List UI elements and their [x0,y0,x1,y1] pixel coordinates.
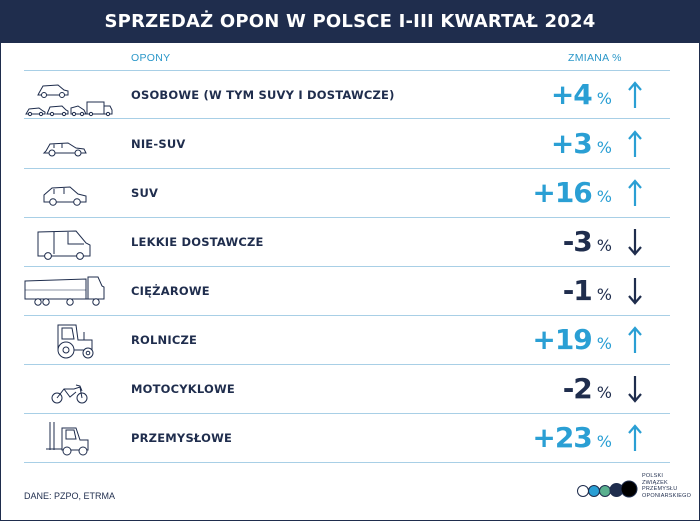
row-label: ROLNICZE [131,333,198,347]
row-label: OSOBOWE (W TYM SUVY I DOSTAWCZE) [131,88,395,102]
row-value: +3% [551,127,612,160]
row-value: -1% [563,274,612,307]
row-label: NIE-SUV [131,137,186,151]
change-value: -1 [562,274,593,307]
motorcycle-icon [51,384,88,404]
table-row: PRZEMYSŁOWE +23% [24,414,670,463]
trend-down-arrow-icon [628,229,642,256]
change-value: +4 [550,78,593,111]
forklift-icon [46,422,89,456]
pzpo-logo-icon [577,480,638,498]
table-row: ROLNICZE +19% [24,316,670,365]
percent-unit: % [596,432,612,451]
row-value: +23% [532,421,612,454]
trend-up-arrow-icon [628,326,642,353]
table-row: NIE-SUV +3% [24,120,670,169]
percent-unit: % [596,89,612,108]
percent-unit: % [596,334,612,353]
trend-up-arrow-icon [628,179,642,206]
row-label: PRZEMYSŁOWE [131,431,233,445]
change-value: -3 [562,225,593,258]
page-title: SPRZEDAŻ OPON W POLSCE I-III KWARTAŁ 202… [0,0,700,43]
change-value: +23 [532,421,592,454]
row-value: +19% [532,323,612,356]
row-value: +16% [532,176,612,209]
car-van-group-icon [25,84,113,117]
change-value: +16 [532,176,592,209]
percent-unit: % [596,285,612,304]
change-value: -2 [562,372,593,405]
suv-car-icon [43,186,87,206]
table-row: SUV +16% [24,169,670,218]
data-source-note: DANE: PZPO, ETRMA [24,491,116,501]
delivery-van-icon [37,230,91,260]
percent-unit: % [596,383,612,402]
change-value: +3 [550,127,593,160]
row-value: -2% [563,372,612,405]
row-label: LEKKIE DOSTAWCZE [131,235,264,249]
table-row: MOTOCYKLOWE -2% [24,365,670,414]
sedan-car-icon [42,142,87,157]
row-label: SUV [131,186,159,200]
trend-down-arrow-icon [628,376,642,403]
table-row: LEKKIE DOSTAWCZE -3% [24,218,670,267]
table-row: OSOBOWE (W TYM SUVY I DOSTAWCZE) +4% [24,70,670,119]
trend-up-arrow-icon [628,81,642,108]
column-header-tyres: OPONY [131,52,171,64]
column-header-change: ZMIANA % [568,52,622,64]
change-value: +19 [532,323,592,356]
row-value: +4% [551,78,612,111]
dump-truck-icon [24,276,105,306]
row-label: MOTOCYKLOWE [131,382,235,396]
row-value: -3% [563,225,612,258]
tractor-icon [57,324,94,359]
logo-wordmark: POLSKI ZWIĄZEK PRZEMYSŁU OPONIARSKIEGO [642,473,692,499]
percent-unit: % [596,236,612,255]
percent-unit: % [596,138,612,157]
trend-down-arrow-icon [628,278,642,305]
percent-unit: % [596,187,612,206]
trend-up-arrow-icon [628,424,642,451]
row-label: CIĘŻAROWE [131,284,210,298]
trend-up-arrow-icon [628,130,642,157]
table-row: CIĘŻAROWE -1% [24,267,670,316]
